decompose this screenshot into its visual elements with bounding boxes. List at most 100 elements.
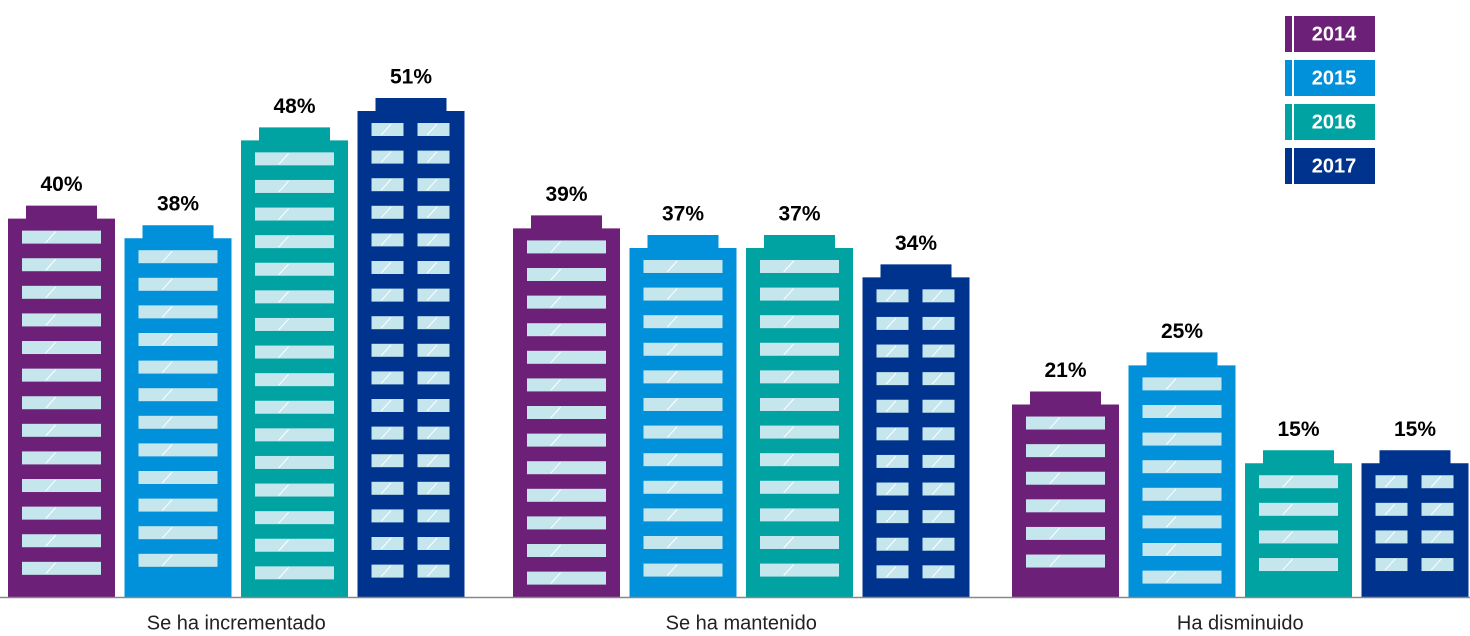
window-glare — [278, 208, 290, 220]
bar — [241, 127, 348, 598]
window — [138, 553, 218, 567]
window-glare — [426, 510, 438, 522]
window — [527, 433, 606, 447]
window — [255, 373, 334, 387]
window — [527, 516, 606, 530]
window — [371, 261, 404, 274]
window — [760, 259, 839, 273]
window-glare — [278, 180, 290, 193]
window-glare — [885, 400, 897, 413]
window — [22, 423, 101, 437]
window-glare — [931, 372, 943, 385]
window — [760, 508, 839, 522]
window-glare — [1384, 558, 1396, 571]
window — [371, 537, 404, 550]
window — [255, 566, 334, 580]
legend-label: 2014 — [1312, 23, 1357, 45]
window-glare — [783, 260, 795, 273]
window-glare — [666, 564, 678, 576]
window — [138, 332, 218, 346]
window-glare — [45, 341, 57, 354]
legend-swatch — [1285, 60, 1375, 96]
window-glare — [380, 454, 392, 467]
window — [760, 425, 839, 439]
window-glare — [783, 564, 795, 576]
window-glare — [666, 536, 678, 549]
window-glare — [278, 429, 290, 441]
window-glare — [666, 315, 678, 328]
window — [417, 316, 450, 330]
window-glare — [45, 424, 57, 437]
window-glare — [550, 489, 562, 502]
window — [760, 342, 839, 356]
window-glare — [1282, 503, 1294, 516]
window-glare — [380, 482, 392, 495]
window — [138, 443, 218, 457]
window — [138, 305, 218, 319]
window — [417, 123, 450, 136]
window — [643, 287, 723, 301]
window — [371, 316, 404, 330]
window-glare — [1430, 558, 1442, 571]
window-glare — [550, 517, 562, 529]
window-glare — [885, 427, 897, 440]
window — [1026, 416, 1105, 430]
window-glare — [1384, 531, 1396, 543]
window-glare — [931, 427, 943, 440]
window-glare — [550, 351, 562, 364]
window — [255, 207, 334, 221]
legend-swatch — [1285, 16, 1375, 52]
window-glare — [380, 565, 392, 577]
window — [527, 240, 606, 254]
window — [1142, 432, 1222, 446]
window-glare — [380, 178, 392, 191]
window-glare — [1282, 475, 1294, 488]
window-glare — [931, 317, 943, 330]
window — [255, 538, 334, 552]
window — [643, 480, 723, 494]
window — [527, 461, 606, 475]
legend-swatch — [1285, 148, 1375, 184]
window — [417, 343, 450, 357]
window-glare — [885, 483, 897, 495]
window-glare — [380, 289, 392, 301]
window-glare — [1165, 571, 1177, 583]
window — [876, 510, 909, 524]
window-glare — [1384, 475, 1396, 488]
window — [922, 316, 955, 330]
window-glare — [1165, 543, 1177, 556]
window — [643, 535, 723, 549]
window — [255, 345, 334, 359]
window-glare — [1430, 531, 1442, 543]
window-glare — [426, 234, 438, 246]
window — [922, 565, 955, 579]
window — [876, 482, 909, 496]
window — [1142, 487, 1222, 501]
window-glare — [278, 291, 290, 303]
window-glare — [45, 562, 57, 575]
window — [643, 259, 723, 273]
window-glare — [426, 427, 438, 439]
window-glare — [45, 534, 57, 547]
window-glare — [1165, 433, 1177, 445]
legend-label: 2016 — [1312, 111, 1357, 133]
window — [138, 470, 218, 484]
window — [255, 483, 334, 497]
window-glare — [1165, 378, 1177, 390]
window-glare — [380, 427, 392, 439]
window — [371, 399, 404, 412]
window-glare — [426, 372, 438, 384]
window-glare — [426, 537, 438, 550]
bar — [1012, 391, 1119, 597]
window — [371, 371, 404, 385]
window — [371, 564, 404, 578]
window — [1421, 530, 1454, 544]
window — [371, 426, 404, 440]
window — [760, 480, 839, 494]
window — [1142, 570, 1222, 584]
window-glare — [426, 261, 438, 274]
window — [371, 454, 404, 468]
window — [371, 205, 404, 219]
window-glare — [426, 482, 438, 495]
